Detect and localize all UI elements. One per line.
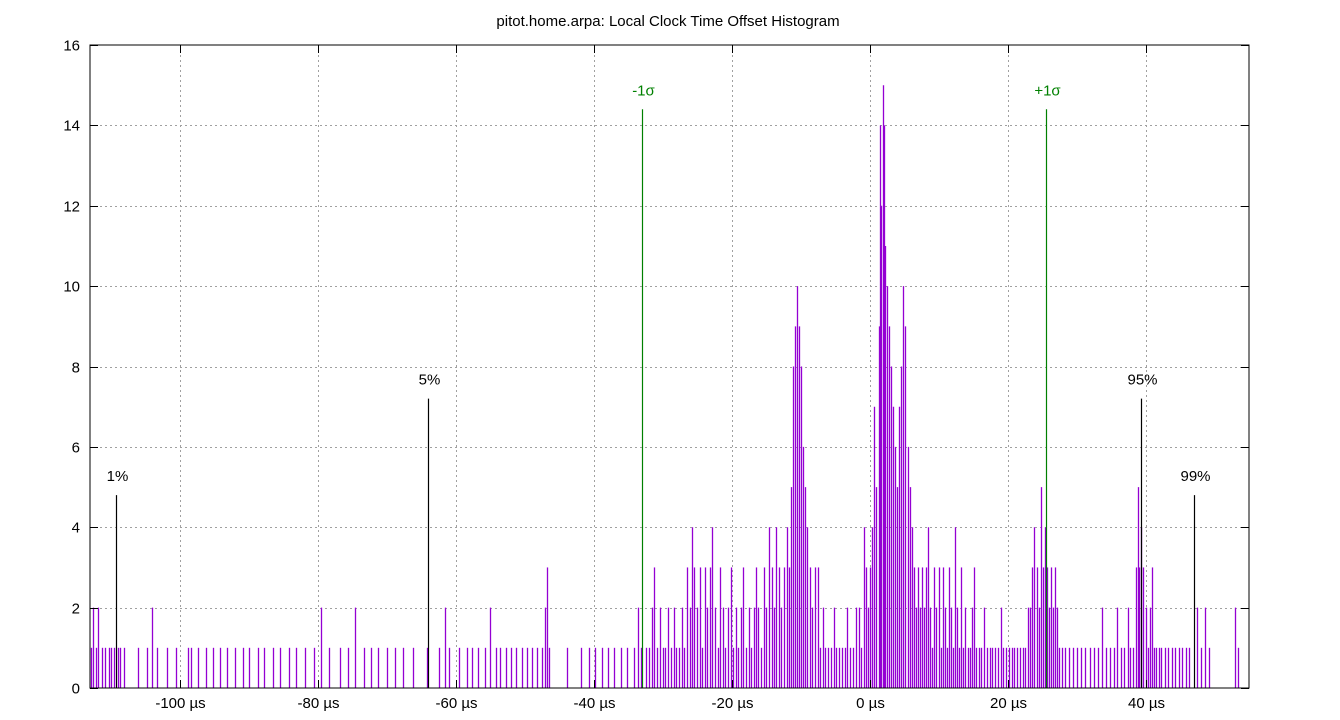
histogram-bars — [90, 85, 1240, 688]
marker-label: 99% — [1180, 468, 1210, 485]
x-tick-label: -20 µs — [712, 695, 754, 712]
chart-title: pitot.home.arpa: Local Clock Time Offset… — [496, 13, 839, 30]
percentile-markers: 1% 5% -1σ +1σ 95% 99% — [107, 82, 1211, 688]
axis-ticks — [90, 45, 1249, 689]
y-tick-label: 16 — [63, 38, 80, 55]
x-tick-label: 40 µs — [1128, 695, 1165, 712]
marker-label: +1σ — [1034, 82, 1061, 99]
x-tick-label: -80 µs — [298, 695, 340, 712]
x-tick-label: 20 µs — [990, 695, 1027, 712]
x-tick-label: -60 µs — [436, 695, 478, 712]
marker-label: 95% — [1127, 372, 1157, 389]
y-tick-label: 10 — [63, 279, 80, 296]
axis-labels: 0 2 4 6 8 10 12 14 16 -100 µs -80 µs -60 µs -40 µs -2… — [63, 38, 1165, 713]
y-tick-label: 2 — [72, 601, 80, 618]
y-tick-label: 0 — [72, 681, 80, 698]
y-tick-label: 12 — [63, 199, 80, 216]
x-tick-label: 0 µs — [856, 695, 885, 712]
y-tick-label: 8 — [72, 360, 80, 377]
marker-label: 5% — [419, 372, 441, 389]
y-tick-label: 4 — [72, 520, 80, 537]
x-tick-label: -40 µs — [574, 695, 616, 712]
plot-border — [89, 44, 1250, 689]
x-tick-label: -100 µs — [155, 695, 205, 712]
marker-label: -1σ — [632, 82, 655, 99]
y-tick-label: 14 — [63, 118, 80, 135]
y-tick-label: 6 — [72, 440, 80, 457]
marker-label: 1% — [107, 468, 129, 485]
